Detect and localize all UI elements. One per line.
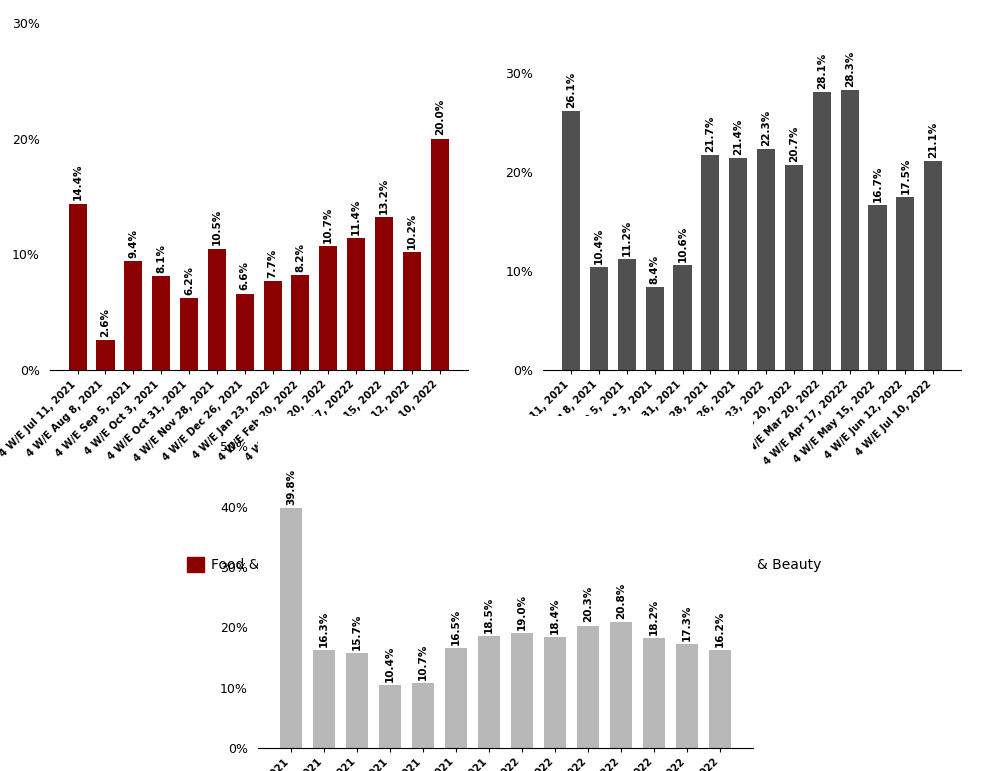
Bar — [479, 636, 499, 748]
Bar — [610, 622, 631, 748]
Text: 28.1%: 28.1% — [817, 52, 826, 89]
Bar — [153, 277, 170, 370]
Bar — [319, 246, 337, 370]
Text: 18.4%: 18.4% — [550, 598, 560, 634]
Text: 39.8%: 39.8% — [286, 469, 296, 505]
Text: 10.5%: 10.5% — [212, 209, 222, 245]
Bar — [380, 685, 400, 748]
Bar — [180, 298, 198, 370]
Text: 10.2%: 10.2% — [407, 212, 417, 249]
Text: 8.4%: 8.4% — [650, 254, 660, 284]
Bar — [925, 161, 942, 370]
Text: 19.0%: 19.0% — [517, 594, 527, 631]
Text: 21.7%: 21.7% — [706, 116, 716, 152]
Bar — [676, 644, 698, 748]
Bar — [577, 625, 599, 748]
Text: 18.5%: 18.5% — [484, 597, 494, 633]
Text: 21.1%: 21.1% — [929, 122, 938, 158]
Text: 10.4%: 10.4% — [594, 227, 604, 264]
Text: 21.4%: 21.4% — [733, 119, 743, 155]
Bar — [868, 204, 887, 370]
Text: 15.7%: 15.7% — [352, 614, 362, 650]
Text: 22.3%: 22.3% — [761, 109, 771, 146]
Text: 9.4%: 9.4% — [128, 229, 139, 258]
Text: 6.6%: 6.6% — [240, 261, 250, 291]
Bar — [674, 265, 692, 370]
Text: 28.3%: 28.3% — [844, 50, 854, 86]
Bar — [445, 648, 467, 748]
Bar — [511, 633, 532, 748]
Bar — [590, 267, 608, 370]
Bar — [702, 155, 719, 370]
Bar — [896, 197, 915, 370]
Legend: Food & Beverage: Food & Beverage — [187, 557, 330, 572]
Text: 17.3%: 17.3% — [682, 604, 692, 641]
Text: 2.6%: 2.6% — [100, 308, 110, 336]
Text: 10.7%: 10.7% — [418, 644, 428, 680]
Bar — [264, 281, 281, 370]
Text: 16.7%: 16.7% — [872, 165, 883, 201]
Text: 10.4%: 10.4% — [385, 646, 394, 682]
Bar — [562, 111, 580, 370]
Bar — [813, 92, 830, 370]
Text: 10.6%: 10.6% — [678, 226, 688, 262]
Bar — [313, 650, 335, 748]
Text: 7.7%: 7.7% — [268, 248, 277, 278]
Text: 13.2%: 13.2% — [379, 177, 389, 214]
Text: 6.2%: 6.2% — [184, 266, 194, 295]
Text: 18.2%: 18.2% — [649, 599, 659, 635]
Bar — [236, 294, 254, 370]
Text: 20.7%: 20.7% — [789, 126, 799, 162]
Bar — [280, 508, 301, 748]
Bar — [347, 238, 366, 370]
Bar — [346, 653, 368, 748]
Bar — [402, 252, 421, 370]
Bar — [729, 158, 747, 370]
Bar — [840, 89, 858, 370]
Bar — [645, 287, 664, 370]
Text: 16.3%: 16.3% — [319, 611, 329, 647]
Bar — [291, 275, 309, 370]
Bar — [412, 683, 434, 748]
Bar — [544, 637, 566, 748]
Text: 16.2%: 16.2% — [715, 611, 724, 647]
Text: 20.3%: 20.3% — [583, 586, 593, 622]
Text: 10.7%: 10.7% — [323, 207, 333, 243]
Text: 8.2%: 8.2% — [295, 243, 305, 272]
Bar — [710, 650, 730, 748]
Bar — [431, 139, 449, 370]
Bar — [208, 249, 226, 370]
Text: 20.8%: 20.8% — [616, 583, 626, 619]
Text: 11.2%: 11.2% — [621, 220, 632, 256]
Bar — [785, 165, 803, 370]
Text: 20.0%: 20.0% — [435, 99, 445, 136]
Text: 16.5%: 16.5% — [451, 609, 461, 645]
Legend: Health & Beauty: Health & Beauty — [683, 557, 822, 572]
Text: 26.1%: 26.1% — [566, 72, 576, 109]
Bar — [375, 217, 393, 370]
Text: 14.4%: 14.4% — [72, 163, 82, 200]
Bar — [617, 259, 636, 370]
Bar — [68, 204, 86, 370]
Bar — [124, 261, 143, 370]
Bar — [757, 149, 775, 370]
Text: 11.4%: 11.4% — [351, 198, 361, 234]
Bar — [96, 340, 115, 370]
Text: 8.1%: 8.1% — [157, 244, 166, 273]
Text: 17.5%: 17.5% — [901, 157, 911, 194]
Bar — [643, 638, 665, 748]
